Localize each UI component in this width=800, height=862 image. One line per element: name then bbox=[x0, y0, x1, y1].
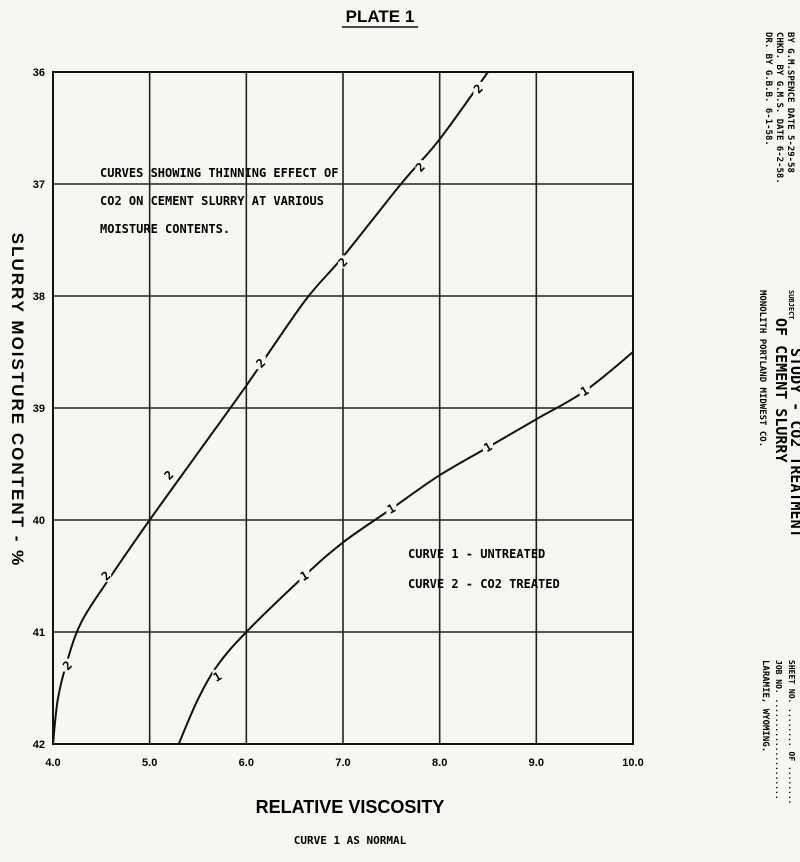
x-tick-label: 6.0 bbox=[239, 757, 254, 769]
curve-1-marker-bg bbox=[579, 384, 590, 398]
chart-title-line-3: MOISTURE CONTENTS. bbox=[100, 222, 230, 236]
curve-2-marker-bg bbox=[255, 356, 266, 370]
legend-item-curve-2: CURVE 2 - CO2 TREATED bbox=[408, 577, 560, 591]
curve-2-marker-bg bbox=[473, 81, 484, 95]
legend: CURVE 1 - UNTREATED CURVE 2 - CO2 TREATE… bbox=[408, 547, 560, 591]
curve-1-line bbox=[177, 351, 634, 745]
title-block-subject-2: OF CEMENT SLURRY bbox=[772, 318, 790, 463]
curve-2-marker-bg bbox=[415, 160, 426, 174]
curve-2-marker-bg bbox=[164, 468, 174, 482]
chart-subnote: CURVE 1 AS NORMAL bbox=[294, 834, 407, 847]
curve-1-marker-bg bbox=[212, 669, 223, 683]
x-tick-label: 10.0 bbox=[622, 757, 643, 769]
y-tick-label: 39 bbox=[33, 403, 45, 415]
x-tick-label: 8.0 bbox=[432, 757, 447, 769]
x-axis-ticks: 4.0 5.0 6.0 7.0 8.0 9.0 10.0 bbox=[45, 757, 643, 769]
title-block-location: LARAMIE, WYOMING. bbox=[760, 660, 770, 752]
curve-1-marker-bg bbox=[483, 440, 493, 454]
grid bbox=[53, 72, 633, 744]
title-block-sheet: SHEET NO. ........ OF ........ bbox=[787, 660, 796, 805]
plate-title: PLATE 1 bbox=[346, 7, 415, 26]
plot-area: 4.0 5.0 6.0 7.0 8.0 9.0 10.0 36 37 38 39 40 41 42 11… bbox=[33, 67, 644, 769]
x-tick-label: 9.0 bbox=[529, 757, 544, 769]
curve-1-marker-bg bbox=[386, 501, 397, 515]
title-block-by: BY G.M.SPENCE DATE 5-29-58 bbox=[785, 32, 795, 173]
y-tick-label: 38 bbox=[33, 291, 45, 303]
curve-2-marker-bg bbox=[101, 569, 112, 582]
curve-1-marker-bg bbox=[299, 569, 310, 582]
x-tick-label: 7.0 bbox=[335, 757, 350, 769]
title-block-subject-3: MONOLITH PORTLAND MIDWEST CO. bbox=[757, 290, 767, 447]
curve-2-marker-bg bbox=[338, 255, 348, 269]
x-tick-label: 4.0 bbox=[45, 757, 60, 769]
x-tick-label: 5.0 bbox=[142, 757, 157, 769]
chart-title-line-1: CURVES SHOWING THINNING EFFECT OF bbox=[100, 166, 338, 180]
curve-2-marker-bg bbox=[62, 658, 73, 672]
y-tick-label: 42 bbox=[33, 739, 45, 751]
y-tick-label: 36 bbox=[33, 67, 45, 79]
y-tick-label: 37 bbox=[33, 179, 45, 191]
title-block-drawn: DR. BY G.B.B. 6-1-58. bbox=[763, 32, 773, 146]
title-block-job: JOB NO. ..................... bbox=[774, 660, 783, 800]
title-block-subject-1: STUDY - CO2 TREATMENT bbox=[787, 348, 800, 538]
y-tick-label: 41 bbox=[33, 627, 45, 639]
chart-title-line-2: CO2 ON CEMENT SLURRY AT VARIOUS bbox=[100, 194, 324, 208]
title-block-subject-label: SUBJECT bbox=[787, 290, 795, 320]
curves bbox=[52, 71, 634, 745]
curve-2-line bbox=[52, 71, 489, 745]
y-axis-ticks: 36 37 38 39 40 41 42 bbox=[33, 67, 45, 751]
x-axis-label: RELATIVE VISCOSITY bbox=[256, 797, 445, 817]
y-tick-label: 40 bbox=[33, 515, 45, 527]
legend-item-curve-1: CURVE 1 - UNTREATED bbox=[408, 547, 545, 561]
y-axis-label: SLURRY MOISTURE CONTENT - % bbox=[8, 233, 27, 568]
chart-title-block: CURVES SHOWING THINNING EFFECT OF CO2 ON… bbox=[100, 166, 338, 236]
title-block: BY G.M.SPENCE DATE 5-29-58 CHKD. BY G.M.… bbox=[757, 32, 800, 805]
title-block-chkd: CHKD. BY G.M.S. DATE 6-2-58. bbox=[774, 32, 784, 184]
